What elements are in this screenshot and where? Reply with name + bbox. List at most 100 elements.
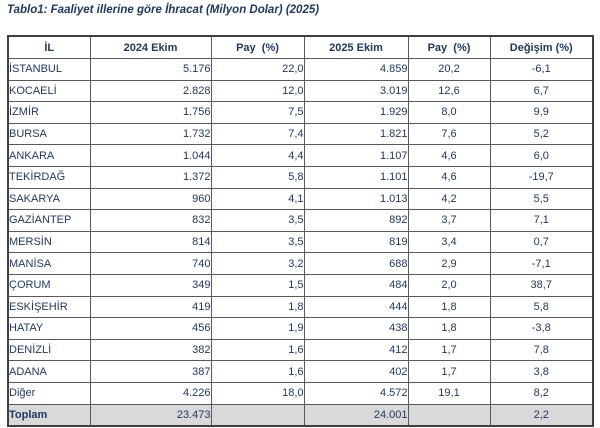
table-row: DENİZLİ 382 1,6 412 1,7 7,8 [7,338,594,362]
table-row: ESKİŞEHİR 419 1,8 444 1,8 5,8 [7,295,594,319]
province-cell: ÇORUM [7,273,91,297]
value-cell: 1.101 [303,165,409,189]
value-cell: 7,4 [210,122,305,146]
value-cell: 18,0 [210,381,305,405]
value-cell: 740 [89,252,212,275]
value-cell: 6,7 [489,79,594,103]
value-cell [210,403,305,427]
value-cell: 1,8 [407,295,491,319]
value-cell: 419 [89,295,212,319]
value-cell: 688 [303,252,409,275]
value-cell: -3,8 [489,317,594,340]
value-cell: 819 [303,230,409,254]
province-cell: Diğer [7,381,91,405]
value-cell: 1,6 [210,360,305,383]
value-cell: -7,1 [489,252,594,275]
value-cell: 19,1 [407,381,491,405]
table-title: Tablo1: Faaliyet illerine göre İhracat (… [7,4,320,16]
value-cell: 23.473 [89,403,212,427]
column-header: Pay (%) [210,35,305,59]
province-cell: GAZİANTEP [7,209,91,232]
value-cell: 456 [89,317,212,340]
value-cell: 444 [303,295,409,319]
value-cell: 4.859 [303,58,409,81]
value-cell: 484 [303,273,409,297]
value-cell: 3.019 [303,79,409,103]
table-row: KOCAELİ 2.828 12,0 3.019 12,6 6,7 [7,79,594,103]
table-row: MANİSA 740 3,2 688 2,9 -7,1 [7,252,594,275]
value-cell: 814 [89,230,212,254]
value-cell: 1.929 [303,101,409,124]
province-cell: KOCAELİ [7,79,91,103]
value-cell: 7,8 [489,338,594,362]
value-cell: 832 [89,209,212,232]
value-cell [407,403,491,427]
value-cell: 24.001 [303,403,409,427]
value-cell: 7,1 [489,209,594,232]
value-cell: 4,6 [407,144,491,167]
value-cell: -6,1 [489,58,594,81]
value-cell: 402 [303,360,409,383]
table-row: ANKARA 1.044 4,4 1.107 4,6 6,0 [7,144,594,167]
value-cell: 38,7 [489,273,594,297]
value-cell: 9,9 [489,101,594,124]
value-cell: 0,7 [489,230,594,254]
table-row: ÇORUM 349 1,5 484 2,0 38,7 [7,273,594,297]
value-cell: 7,5 [210,101,305,124]
value-cell: 892 [303,209,409,232]
value-cell: 3,5 [210,230,305,254]
value-cell: 3,7 [407,209,491,232]
value-cell: 8,2 [489,381,594,405]
province-cell: ANKARA [7,144,91,167]
value-cell: 5,8 [489,295,594,319]
table-row: BURSA 1.732 7,4 1.821 7,6 5,2 [7,122,594,146]
export-table: İL 2024 Ekim Pay (%) 2025 Ekim Pay (%) Değişi… [7,35,594,428]
value-cell: 22,0 [210,58,305,81]
value-cell: 2,2 [489,403,594,427]
value-cell: 1,7 [407,338,491,362]
value-cell: 4.572 [303,381,409,405]
value-cell: 12,0 [210,79,305,103]
column-header: Pay (%) [407,35,491,59]
value-cell: 4,6 [407,165,491,189]
table-row: MERSİN 814 3,5 819 3,4 0,7 [7,230,594,254]
table-row: SAKARYA 960 4,1 1.013 4,2 5,5 [7,187,594,211]
province-cell: BURSA [7,122,91,146]
value-cell: 5,5 [489,187,594,211]
province-cell: ADANA [7,360,91,383]
value-cell: 1.756 [89,101,212,124]
value-cell: 382 [89,338,212,362]
value-cell: 4,1 [210,187,305,211]
province-cell: ESKİŞEHİR [7,295,91,319]
table-row: HATAY 456 1,9 438 1,8 -3,8 [7,317,594,340]
value-cell: 3,5 [210,209,305,232]
value-cell: 7,6 [407,122,491,146]
province-cell: İZMİR [7,101,91,124]
value-cell: 1,8 [407,317,491,340]
value-cell: 4.226 [89,381,212,405]
value-cell: 1.044 [89,144,212,167]
value-cell: 1.013 [303,187,409,211]
column-header: Değişim (%) [489,35,594,59]
province-cell: DENİZLİ [7,338,91,362]
value-cell: 5.176 [89,58,212,81]
value-cell: 412 [303,338,409,362]
value-cell: 5,8 [210,165,305,189]
province-cell: İSTANBUL [7,58,91,81]
value-cell: 12,6 [407,79,491,103]
table-row: Diğer 4.226 18,0 4.572 19,1 8,2 [7,381,594,405]
table-row: İZMİR 1.756 7,5 1.929 8,0 9,9 [7,101,594,124]
province-cell: Toplam [7,403,91,427]
value-cell: 1.732 [89,122,212,146]
value-cell: 1.372 [89,165,212,189]
value-cell: 3,2 [210,252,305,275]
value-cell: 3,4 [407,230,491,254]
table-row: İSTANBUL 5.176 22,0 4.859 20,2 -6,1 [7,58,594,81]
value-cell: 387 [89,360,212,383]
column-header: 2025 Ekim [303,35,409,59]
value-cell: 1,9 [210,317,305,340]
value-cell: 8,0 [407,101,491,124]
total-row: Toplam 23.473 24.001 2,2 [7,403,594,427]
header-row: İL 2024 Ekim Pay (%) 2025 Ekim Pay (%) Değişi… [7,35,594,59]
